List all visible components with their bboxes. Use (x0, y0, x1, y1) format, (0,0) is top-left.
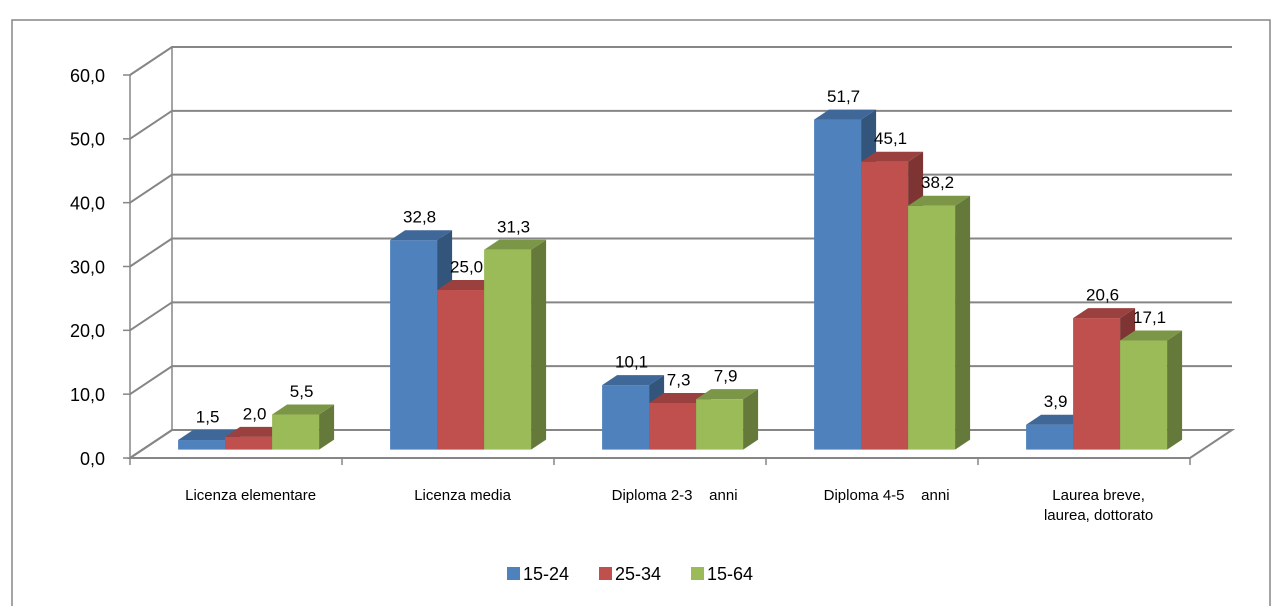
legend-label: 25-34 (615, 564, 661, 584)
x-tick-label: Laurea breve, laurea, dottorato (1043, 487, 1154, 524)
bar (272, 404, 335, 450)
bar-top (908, 195, 971, 206)
x-tick-label: Licenza media (414, 487, 511, 504)
bar-top (484, 239, 547, 250)
bar-front (1120, 340, 1168, 450)
bar-front (696, 399, 744, 450)
chart-frame (11, 19, 1271, 606)
legend-swatch (507, 567, 520, 580)
x-tick-label: Licenza elementare (185, 487, 317, 504)
legend-label: 15-64 (707, 564, 753, 584)
value-label: 51,7 (827, 87, 860, 106)
y-tick-label: 30,0 (70, 257, 105, 277)
value-label: 45,1 (874, 129, 907, 148)
bar-front (390, 240, 438, 450)
value-label: 5,5 (290, 382, 314, 401)
value-label: 10,1 (615, 353, 648, 372)
grid-line (129, 109, 1232, 140)
value-label: 7,9 (714, 367, 738, 386)
bar-top (814, 109, 877, 120)
grid-line (129, 173, 1232, 204)
value-label: 20,6 (1086, 286, 1119, 305)
bar-top (178, 430, 241, 441)
bar-side (531, 239, 547, 450)
bar-top (861, 151, 924, 162)
y-tick-label: 40,0 (70, 193, 105, 213)
value-label: 32,8 (403, 208, 436, 227)
grid-line (129, 301, 1232, 332)
bar-front (649, 403, 697, 450)
bar-top (1120, 330, 1183, 341)
bar-top (390, 230, 453, 241)
legend-label: 15-24 (523, 564, 569, 584)
bar-front (908, 205, 956, 450)
bar-front (225, 436, 273, 450)
bar-top (649, 393, 712, 404)
y-tick-label: 20,0 (70, 321, 105, 341)
bar-top (1073, 308, 1136, 319)
grid-line (129, 237, 1232, 268)
bar-front (178, 440, 226, 450)
bar-front (602, 385, 650, 450)
bar-top (1026, 414, 1089, 425)
bar (1120, 330, 1183, 450)
bar-front (814, 119, 862, 450)
bar-side (743, 389, 759, 450)
bar-top (602, 375, 665, 386)
bar (908, 195, 971, 450)
bar-side (955, 195, 971, 450)
value-label: 1,5 (196, 408, 220, 427)
bar-top (225, 426, 288, 437)
legend-swatch (691, 567, 704, 580)
value-label: 31,3 (497, 217, 530, 236)
bar-side (319, 404, 335, 450)
y-tick-label: 50,0 (70, 130, 105, 150)
value-label: 3,9 (1044, 392, 1068, 411)
value-label: 38,2 (921, 173, 954, 192)
bar (484, 239, 547, 450)
y-tick-label: 60,0 (70, 66, 105, 86)
bar-front (272, 414, 320, 450)
value-label: 17,1 (1133, 308, 1166, 327)
x-tick-label: Diploma 2-3 anni (611, 487, 738, 504)
y-tick-label: 0,0 (80, 449, 105, 469)
bar-front (861, 161, 909, 450)
y-tick-label: 10,0 (70, 385, 105, 405)
value-label: 25,0 (450, 258, 483, 277)
value-label: 7,3 (667, 370, 691, 389)
grid-line (129, 46, 1232, 76)
bar-top (696, 389, 759, 400)
bar-front (1073, 318, 1121, 450)
value-label: 2,0 (243, 404, 267, 423)
bar (696, 389, 759, 450)
bar-side (1167, 330, 1183, 450)
x-tick-label: Diploma 4-5 anni (823, 487, 950, 504)
bar-top (272, 404, 335, 415)
bar-front (484, 249, 532, 450)
bar-front (437, 290, 485, 450)
bar-front (1026, 424, 1074, 450)
bar-top (437, 280, 500, 291)
legend-swatch (599, 567, 612, 580)
